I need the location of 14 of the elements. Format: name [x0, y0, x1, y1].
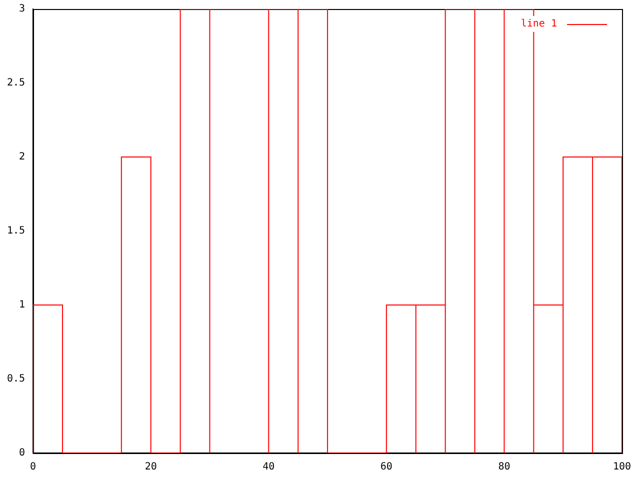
y-tick-label: 2 [19, 152, 26, 163]
x-tick-label: 80 [498, 462, 510, 473]
y-tick-label: 0 [19, 448, 26, 459]
x-tick-label: 0 [30, 462, 36, 473]
legend-label: line 1 [520, 18, 557, 30]
y-tick-label: 0.5 [7, 374, 26, 385]
y-tick-label: 1.5 [7, 226, 26, 237]
x-tick-label: 20 [144, 462, 157, 473]
y-tick-label: 1 [19, 300, 26, 311]
x-tick-label: 60 [380, 462, 392, 473]
y-tick-label: 3 [19, 4, 26, 15]
x-tick-label: 100 [612, 462, 632, 473]
x-tick-label: 40 [262, 462, 275, 473]
y-tick-label: 2.5 [7, 78, 26, 89]
